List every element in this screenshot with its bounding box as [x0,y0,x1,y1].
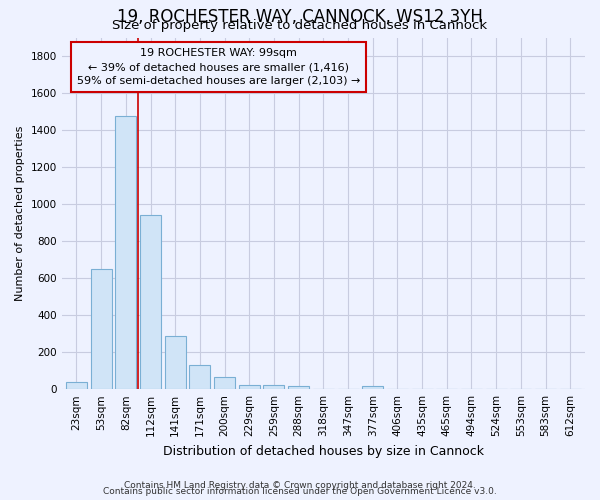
Text: 19 ROCHESTER WAY: 99sqm
← 39% of detached houses are smaller (1,416)
59% of semi: 19 ROCHESTER WAY: 99sqm ← 39% of detache… [77,48,361,86]
Bar [190,365,211,389]
Text: Contains public sector information licensed under the Open Government Licence v3: Contains public sector information licen… [103,488,497,496]
Text: Size of property relative to detached houses in Cannock: Size of property relative to detached ho… [112,18,488,32]
Bar [66,382,87,389]
Y-axis label: Number of detached properties: Number of detached properties [15,126,25,301]
Text: 19, ROCHESTER WAY, CANNOCK, WS12 3YH: 19, ROCHESTER WAY, CANNOCK, WS12 3YH [117,8,483,26]
Bar [140,215,161,389]
Bar [91,269,112,389]
Bar [214,377,235,389]
Bar [263,386,284,389]
Bar [165,336,186,389]
X-axis label: Distribution of detached houses by size in Cannock: Distribution of detached houses by size … [163,444,484,458]
Text: Contains HM Land Registry data © Crown copyright and database right 2024.: Contains HM Land Registry data © Crown c… [124,481,476,490]
Bar [288,386,309,389]
Bar [115,116,136,389]
Bar [362,386,383,389]
Bar [239,384,260,389]
